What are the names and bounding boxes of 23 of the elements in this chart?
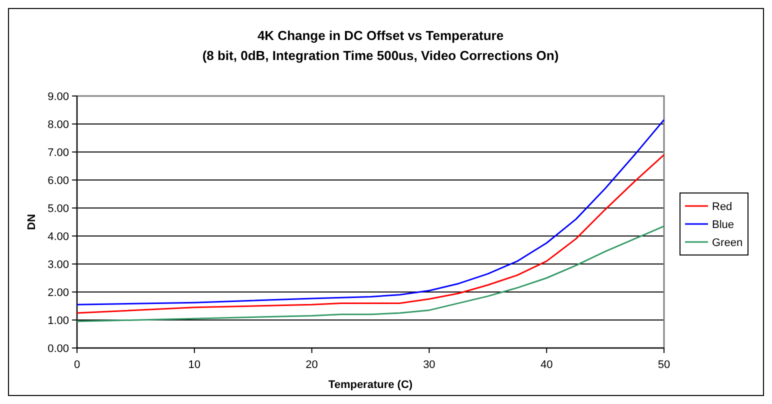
x-axis-title: Temperature (C) — [328, 379, 413, 391]
y-tick-label: 4.00 — [48, 230, 69, 243]
chart-subtitle: (8 bit, 0dB, Integration Time 500us, Video Corrections On) — [202, 48, 559, 63]
y-tick-label: 7.00 — [48, 146, 69, 159]
legend-label: Blue — [712, 218, 734, 231]
y-tick-label: 1.00 — [48, 314, 69, 327]
y-tick-label: 6.00 — [48, 174, 69, 187]
y-tick-label: 5.00 — [48, 202, 69, 215]
legend-label: Green — [712, 236, 743, 249]
y-tick-label: 9.00 — [48, 90, 69, 103]
x-tick-label: 10 — [188, 359, 201, 371]
x-tick-label: 50 — [658, 359, 670, 371]
y-tick-label: 3.00 — [48, 258, 69, 271]
chart-title: 4K Change in DC Offset vs Temperature — [257, 28, 504, 43]
y-tick-label: 2.00 — [48, 286, 69, 299]
x-tick-label: 40 — [540, 359, 553, 371]
y-tick-label: 8.00 — [48, 118, 69, 131]
x-tick-label: 20 — [306, 359, 318, 371]
legend-label: Red — [712, 200, 732, 213]
x-tick-label: 30 — [423, 359, 436, 371]
x-tick-label: 0 — [74, 359, 80, 371]
y-axis-title: DN — [26, 214, 38, 230]
y-tick-label: 0.00 — [48, 342, 69, 355]
